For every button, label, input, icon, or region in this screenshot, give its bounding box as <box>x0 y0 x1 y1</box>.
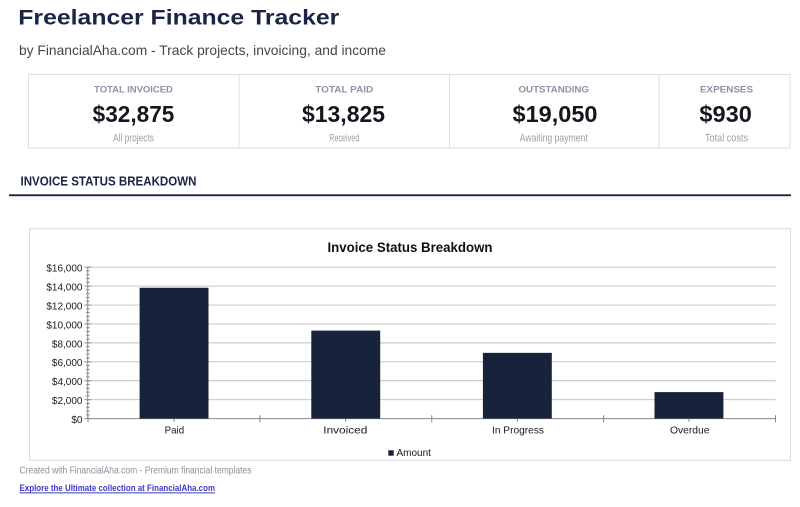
svg-text:$6,000: $6,000 <box>52 358 83 369</box>
svg-text:$930: $930 <box>699 101 752 127</box>
svg-text:by FinancialAha.com - Track pr: by FinancialAha.com - Track projects, in… <box>19 42 386 58</box>
svg-text:TOTAL PAID: TOTAL PAID <box>315 84 373 95</box>
svg-text:OUTSTANDING: OUTSTANDING <box>519 84 590 95</box>
svg-text:Paid: Paid <box>165 424 185 436</box>
svg-text:TOTAL INVOICED: TOTAL INVOICED <box>94 84 173 95</box>
svg-text:$10,000: $10,000 <box>46 320 83 331</box>
svg-text:Amount: Amount <box>397 448 432 459</box>
svg-text:$12,000: $12,000 <box>46 301 83 312</box>
svg-text:In Progress: In Progress <box>492 424 544 436</box>
svg-text:Invoice Status Breakdown: Invoice Status Breakdown <box>328 239 493 255</box>
svg-text:$13,825: $13,825 <box>302 101 385 127</box>
svg-text:Explore the Ultimate collectio: Explore the Ultimate collection at Finan… <box>20 483 216 494</box>
svg-text:Invoiced: Invoiced <box>323 424 367 436</box>
svg-text:$14,000: $14,000 <box>46 283 83 294</box>
svg-text:Awaiting payment: Awaiting payment <box>520 133 588 145</box>
svg-text:$16,000: $16,000 <box>46 264 83 275</box>
svg-text:EXPENSES: EXPENSES <box>700 84 753 95</box>
svg-text:Overdue: Overdue <box>670 424 710 436</box>
svg-text:Freelancer Finance Tracker: Freelancer Finance Tracker <box>18 5 340 29</box>
svg-text:$2,000: $2,000 <box>52 396 83 407</box>
svg-text:All projects: All projects <box>113 133 154 145</box>
svg-text:$19,050: $19,050 <box>513 101 598 127</box>
svg-text:Created with FinancialAha.com: Created with FinancialAha.com - Premium … <box>20 465 252 476</box>
svg-text:$4,000: $4,000 <box>52 377 83 388</box>
svg-text:$0: $0 <box>71 415 83 426</box>
svg-text:$8,000: $8,000 <box>52 339 83 350</box>
svg-text:INVOICE STATUS BREAKDOWN: INVOICE STATUS BREAKDOWN <box>21 175 197 189</box>
svg-text:$32,875: $32,875 <box>93 101 175 127</box>
svg-text:Total costs: Total costs <box>705 133 748 145</box>
svg-text:Received: Received <box>329 133 359 145</box>
